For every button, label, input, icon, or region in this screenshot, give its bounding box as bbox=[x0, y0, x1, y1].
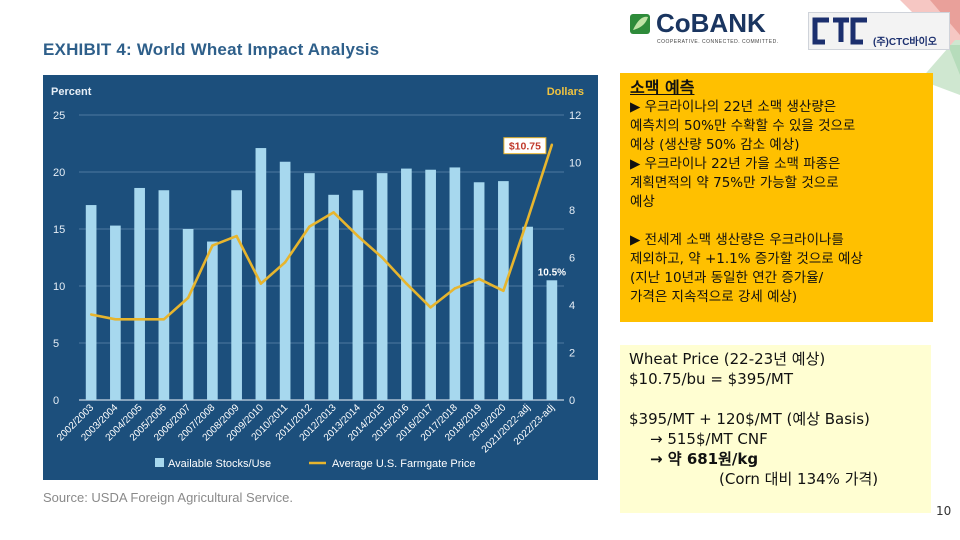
y-right-tick-label: 8 bbox=[569, 205, 575, 217]
bar bbox=[158, 190, 170, 400]
legend-bar-label: Available Stocks/Use bbox=[168, 458, 271, 470]
cobank-leaf-icon bbox=[630, 14, 650, 34]
price-point bbox=[502, 289, 505, 292]
price-line-basis: $395/MT + 120$/MT (예상 Basis) bbox=[629, 410, 870, 428]
bar bbox=[425, 169, 436, 400]
bar bbox=[110, 225, 121, 400]
forecast-line: 예상 bbox=[630, 194, 655, 210]
price-box: Wheat Price (22-23년 예상) $10.75/bu = $395… bbox=[620, 345, 931, 513]
bar bbox=[255, 148, 267, 400]
y-left-tick-label: 25 bbox=[53, 110, 65, 122]
y-right-tick-label: 6 bbox=[569, 253, 575, 265]
price-point bbox=[380, 256, 384, 259]
exhibit-title: EXHIBIT 4: World Wheat Impact Analysis bbox=[43, 40, 380, 59]
price-point bbox=[235, 234, 238, 238]
forecast-spacer bbox=[630, 212, 923, 231]
y-left-tick-label: 20 bbox=[53, 167, 65, 179]
forecast-line: 가격은 지속적으로 강세 예상) bbox=[630, 289, 798, 305]
price-point bbox=[429, 306, 432, 309]
y-right-tick-label: 0 bbox=[569, 395, 575, 407]
page-number: 10 bbox=[936, 504, 952, 518]
y-left-tick-label: 0 bbox=[53, 395, 59, 407]
y-left-tick-label: 10 bbox=[53, 281, 65, 293]
price-line-krw: → 약 681원/kg bbox=[650, 450, 759, 468]
price-line-cnf: → 515$/MT CNF bbox=[650, 430, 768, 448]
y-right-tick-label: 4 bbox=[569, 300, 575, 312]
y-left-tick-label: 5 bbox=[53, 338, 59, 350]
bar bbox=[85, 205, 97, 400]
bar bbox=[279, 161, 291, 400]
bar bbox=[376, 173, 388, 400]
price-line-heading: Wheat Price (22-23년 예상) bbox=[629, 350, 826, 368]
forecast-line: ▶ 우크라이나 22년 가을 소맥 파종은 bbox=[630, 156, 841, 172]
ctc-logo: (주)CTC바이오 bbox=[808, 12, 950, 50]
price-callout-box bbox=[503, 137, 547, 155]
price-point bbox=[138, 318, 141, 321]
price-point bbox=[89, 313, 93, 316]
price-spacer bbox=[629, 389, 922, 409]
price-point bbox=[477, 277, 481, 281]
forecast-box: 소맥 예측 ▶ 우크라이나의 22년 소맥 생산량은 예측치의 50%만 수확할… bbox=[620, 73, 933, 322]
wheat-chart: Percent Dollars 0 5 10 15 20 25 0 2 4 6 8 10 12 2002… bbox=[43, 75, 598, 480]
price-point bbox=[405, 282, 408, 285]
y-left-tick-label: 15 bbox=[53, 224, 65, 236]
price-point bbox=[526, 218, 529, 221]
legend-bar-swatch bbox=[155, 458, 164, 467]
ctc-name: (주)CTC바이오 bbox=[873, 37, 938, 48]
bar bbox=[207, 241, 218, 400]
price-line bbox=[90, 144, 554, 321]
forecast-line: ▶ 우크라이나의 22년 소맥 생산량은 bbox=[630, 99, 837, 115]
bar bbox=[304, 173, 315, 400]
price-point bbox=[186, 296, 190, 300]
price-point bbox=[550, 143, 554, 146]
price-point bbox=[356, 234, 360, 238]
legend-line-label: Average U.S. Farmgate Price bbox=[332, 458, 475, 470]
bar bbox=[231, 190, 242, 400]
bar bbox=[473, 182, 485, 400]
forecast-line: 제외하고, 약 +1.1% 증가할 것으로 예상 bbox=[630, 251, 863, 267]
cobank-wordmark: CoBANK bbox=[656, 8, 766, 38]
stocks-callout-label: 10.5% bbox=[538, 267, 566, 278]
price-line-corn-ratio: (Corn 대비 134% 가격) bbox=[719, 470, 879, 488]
forecast-line: 예상 (생산량 50% 감소 예상) bbox=[630, 137, 800, 153]
price-point bbox=[453, 287, 457, 290]
forecast-line: ▶ 전세계 소맥 생산량은 우크라이나를 bbox=[630, 232, 844, 248]
cobank-tagline: COOPERATIVE. CONNECTED. COMMITTED. bbox=[657, 39, 779, 45]
y-right-axis-label: Dollars bbox=[547, 86, 584, 98]
forecast-line: 계획면적의 약 75%만 가능할 것으로 bbox=[630, 175, 839, 191]
y-right-tick-label: 10 bbox=[569, 158, 581, 170]
forecast-line: 예측치의 50%만 수확할 수 있을 것으로 bbox=[630, 118, 856, 134]
y-left-axis-label: Percent bbox=[51, 86, 92, 98]
price-point bbox=[332, 211, 335, 214]
price-point bbox=[283, 261, 287, 264]
price-point bbox=[114, 318, 117, 321]
bar bbox=[134, 187, 145, 400]
price-point bbox=[211, 244, 214, 247]
price-point bbox=[259, 282, 263, 285]
bar bbox=[182, 229, 194, 400]
y-right-tick-label: 12 bbox=[569, 110, 581, 122]
bar bbox=[522, 226, 533, 400]
forecast-line: (지난 10년과 동일한 연간 증가율/ bbox=[630, 270, 824, 286]
forecast-title: 소맥 예측 bbox=[630, 78, 695, 97]
y-right-tick-label: 2 bbox=[569, 348, 575, 360]
bar bbox=[449, 167, 461, 400]
bar bbox=[546, 280, 558, 400]
price-callout-label: $10.75 bbox=[509, 141, 541, 153]
price-point bbox=[162, 318, 166, 321]
ctc-mark-icon bbox=[812, 17, 867, 45]
bar bbox=[352, 190, 364, 400]
bar bbox=[328, 194, 339, 400]
cobank-logo: CoBANK COOPERATIVE. CONNECTED. COMMITTED… bbox=[628, 8, 778, 48]
price-point bbox=[308, 225, 311, 228]
source-note: Source: USDA Foreign Agricultural Servic… bbox=[43, 490, 293, 505]
price-line-conversion: $10.75/bu = $395/MT bbox=[629, 370, 794, 388]
